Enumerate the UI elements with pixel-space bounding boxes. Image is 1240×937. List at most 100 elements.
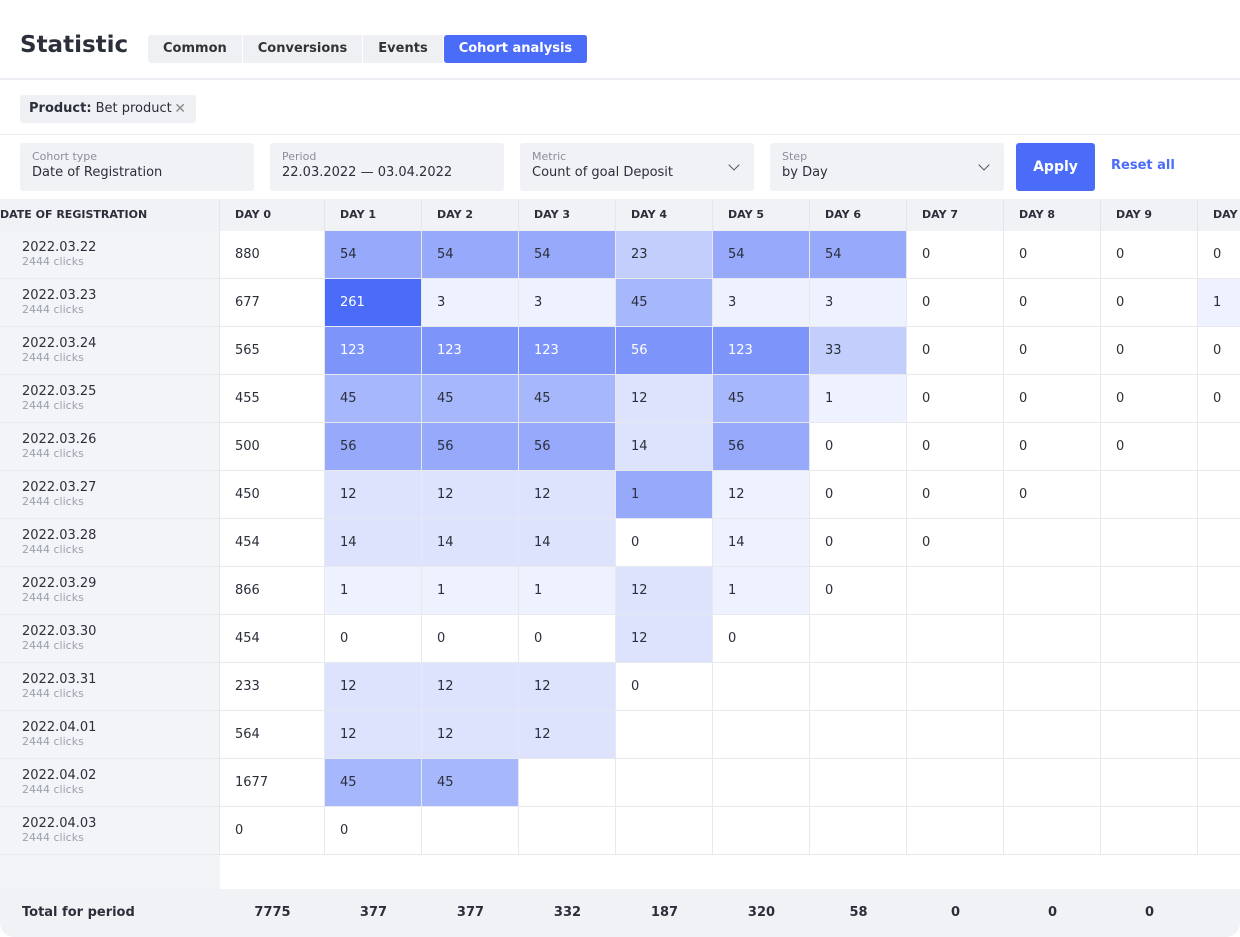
- row-clicks: 2444 clicks: [22, 255, 84, 268]
- row-date: 2022.04.02: [22, 768, 97, 783]
- cohort-cell: 12: [325, 663, 422, 711]
- row-date: 2022.03.22: [22, 240, 97, 255]
- cohort-cell: 0: [1004, 423, 1101, 471]
- cohort-cell: [713, 807, 810, 855]
- cohort-cell: [1101, 471, 1198, 519]
- row-date-cell: 2022.03.28 2444 clicks: [0, 519, 220, 567]
- cohort-cell: 54: [810, 231, 907, 279]
- filter-label: Period: [282, 150, 317, 163]
- chip-value: Bet product: [95, 101, 172, 116]
- cohort-cell: [1101, 663, 1198, 711]
- cohort-cell: 56: [325, 423, 422, 471]
- cohort-cell: 0: [325, 615, 422, 663]
- cohort-cell: [1004, 663, 1101, 711]
- cohort-cell: [1101, 807, 1198, 855]
- cohort-cell: [1198, 807, 1240, 855]
- cohort-cell: [907, 759, 1004, 807]
- cohort-cell: 0: [907, 519, 1004, 567]
- cohort-cell: 3: [519, 279, 616, 327]
- row-clicks: 2444 clicks: [22, 639, 84, 652]
- cohort-cell: 0: [1101, 231, 1198, 279]
- cohort-cell: 0: [1101, 375, 1198, 423]
- row-date-cell: 2022.03.30 2444 clicks: [0, 615, 220, 663]
- cohort-cell: [907, 663, 1004, 711]
- cohort-cell: 54: [422, 231, 519, 279]
- cohort-cell: 866: [220, 567, 325, 615]
- cohort-cell: 1: [1198, 279, 1240, 327]
- cohort-cell: [616, 711, 713, 759]
- filter-field[interactable]: Cohort type Date of Registration: [20, 143, 254, 191]
- cohort-cell: [810, 615, 907, 663]
- total-value: 187: [650, 905, 679, 920]
- total-value: 320: [747, 905, 776, 920]
- row-date: 2022.04.01: [22, 720, 97, 735]
- cohort-cell: [713, 663, 810, 711]
- cohort-cell: [810, 663, 907, 711]
- column-header: DAY 8: [1004, 199, 1101, 231]
- cohort-cell: 0: [713, 615, 810, 663]
- column-header: DATE OF REGISTRATION: [0, 199, 220, 231]
- total-value: 0: [1047, 905, 1058, 920]
- total-value: 58: [849, 905, 868, 920]
- cohort-cell: 0: [1004, 471, 1101, 519]
- row-date: 2022.03.29: [22, 576, 97, 591]
- cohort-cell: 0: [1004, 231, 1101, 279]
- row-date: 2022.03.31: [22, 672, 97, 687]
- row-date: 2022.03.25: [22, 384, 97, 399]
- cohort-cell: 45: [422, 759, 519, 807]
- cohort-cell: 12: [713, 471, 810, 519]
- row-date: 2022.03.28: [22, 528, 97, 543]
- cohort-cell: [1101, 711, 1198, 759]
- row-date-cell: 2022.03.24 2444 clicks: [0, 327, 220, 375]
- filter-label: Metric: [532, 150, 567, 163]
- apply-button[interactable]: Apply: [1016, 143, 1095, 191]
- cohort-cell: 0: [1198, 327, 1240, 375]
- filter-field[interactable]: Metric Count of goal Deposit: [520, 143, 754, 191]
- cohort-cell: [1198, 471, 1240, 519]
- cohort-cell: 14: [422, 519, 519, 567]
- cohort-cell: [810, 759, 907, 807]
- cohort-cell: [1004, 807, 1101, 855]
- cohort-cell: 565: [220, 327, 325, 375]
- cohort-cell: 0: [616, 663, 713, 711]
- cohort-cell: [1198, 615, 1240, 663]
- cohort-cell: 45: [616, 279, 713, 327]
- reset-link[interactable]: Reset all: [1111, 158, 1175, 173]
- cohort-cell: 0: [810, 471, 907, 519]
- filter-field[interactable]: Period 22.03.2022 — 03.04.2022: [270, 143, 504, 191]
- cohort-cell: 233: [220, 663, 325, 711]
- cohort-cell: [907, 807, 1004, 855]
- cohort-cell: 880: [220, 231, 325, 279]
- filter-value: Count of goal Deposit: [532, 165, 674, 180]
- cohort-cell: 0: [325, 807, 422, 855]
- total-value: 0: [1144, 905, 1155, 920]
- cohort-cell: [1101, 519, 1198, 567]
- cohort-cell: 3: [713, 279, 810, 327]
- cohort-cell: 0: [422, 615, 519, 663]
- tab[interactable]: Events: [363, 35, 444, 63]
- filter-value: by Day: [782, 165, 828, 180]
- cohort-cell: 56: [519, 423, 616, 471]
- column-header: DAY 3: [519, 199, 616, 231]
- cohort-cell: 12: [519, 711, 616, 759]
- cohort-cell: 54: [519, 231, 616, 279]
- cohort-cell: [616, 759, 713, 807]
- tab[interactable]: Common: [148, 35, 243, 63]
- row-clicks: 2444 clicks: [22, 783, 84, 796]
- row-clicks: 2444 clicks: [22, 543, 84, 556]
- tab[interactable]: Conversions: [243, 35, 364, 63]
- chip-remove[interactable]: ✕: [174, 101, 186, 117]
- cohort-cell: 0: [616, 519, 713, 567]
- cohort-cell: 1: [325, 567, 422, 615]
- row-clicks: 2444 clicks: [22, 447, 84, 460]
- filter-field[interactable]: Step by Day: [770, 143, 1004, 191]
- cohort-cell: [1101, 759, 1198, 807]
- cohort-cell: [1198, 711, 1240, 759]
- cohort-cell: [1004, 567, 1101, 615]
- cohort-cell: 56: [616, 327, 713, 375]
- cohort-cell: 45: [713, 375, 810, 423]
- tab[interactable]: Cohort analysis: [443, 35, 589, 63]
- cohort-cell: 454: [220, 615, 325, 663]
- column-header: DAY 0: [220, 199, 325, 231]
- cohort-cell: 12: [519, 663, 616, 711]
